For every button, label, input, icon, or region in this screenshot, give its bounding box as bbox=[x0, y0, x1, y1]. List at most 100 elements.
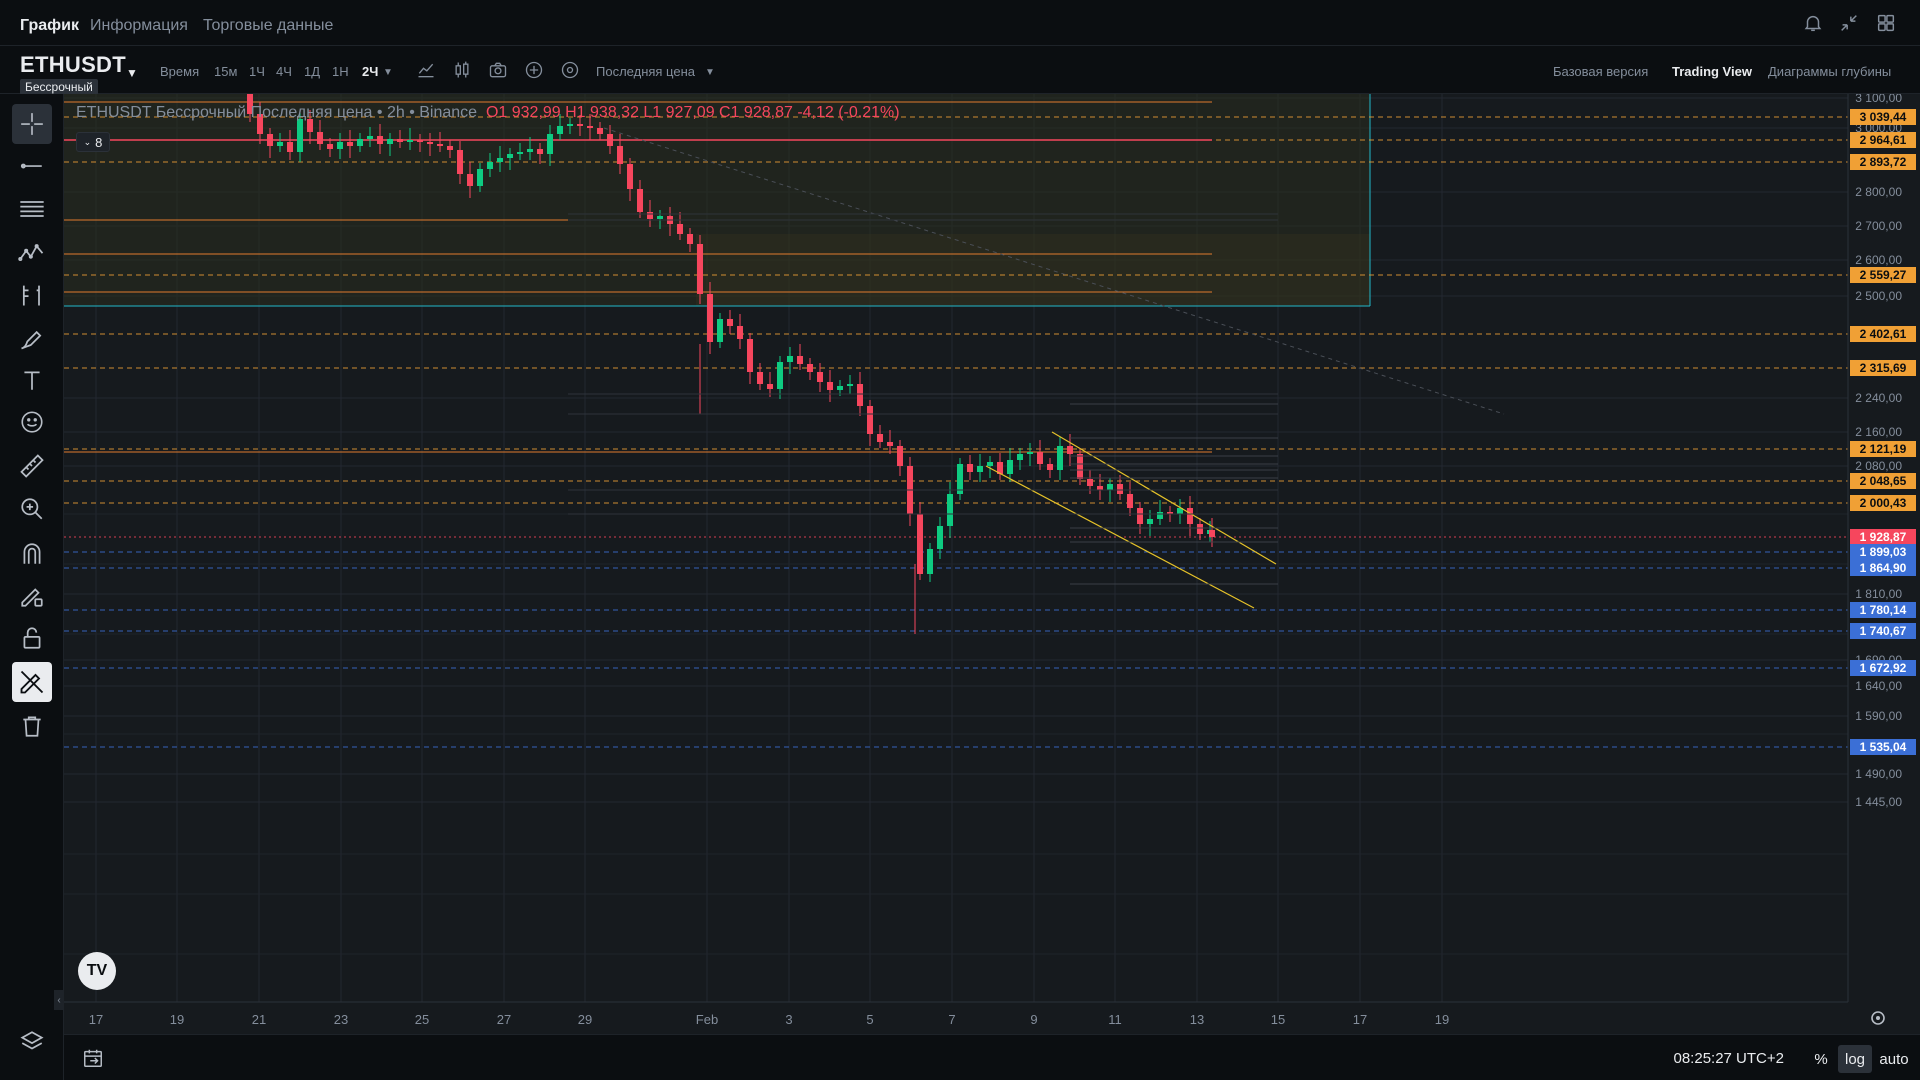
y-tick-label: 2 700,00 bbox=[1855, 219, 1902, 233]
price-label-box bbox=[1850, 660, 1916, 676]
trash-tool[interactable] bbox=[12, 706, 52, 746]
emoji-tool[interactable] bbox=[12, 402, 52, 442]
collapse-sidebar-icon[interactable]: ‹ bbox=[54, 990, 64, 1010]
perpetual-badge: Бессрочный bbox=[20, 79, 98, 95]
price-label-box bbox=[1850, 560, 1916, 576]
indicators-toggle[interactable]: ⌄ 8 bbox=[76, 132, 110, 152]
tf-1h[interactable]: 1Ч bbox=[249, 64, 265, 79]
chart-area[interactable]: 3 100,00 3 000,00 2 800,00 2 700,00 2 600,00… bbox=[64, 94, 1920, 1034]
y-tick-label: 2 160,00 bbox=[1855, 425, 1902, 439]
bell-icon[interactable] bbox=[1802, 12, 1824, 34]
chevron-down-icon[interactable]: ▼ bbox=[705, 67, 715, 78]
chevron-down-icon[interactable]: ▼ bbox=[126, 66, 138, 80]
candle-body bbox=[877, 434, 883, 442]
price-label-text: 2 402,61 bbox=[1860, 327, 1907, 341]
candle-body bbox=[657, 216, 663, 219]
candle-body bbox=[247, 94, 253, 114]
price-label: 1 535,04 bbox=[1850, 739, 1916, 755]
candle-body bbox=[597, 128, 603, 134]
price-label-box bbox=[1850, 441, 1916, 457]
bottom-bar: 08:25:27 UTC+2 % log auto bbox=[64, 1034, 1920, 1080]
settings-icon[interactable] bbox=[560, 60, 580, 80]
tab-chart[interactable]: График bbox=[20, 17, 79, 34]
tf-4h[interactable]: 4Ч bbox=[276, 64, 292, 79]
price-type-select[interactable]: Последняя цена bbox=[596, 64, 695, 79]
symbol-name[interactable]: ETHUSDT bbox=[20, 52, 126, 77]
collapse-icon[interactable] bbox=[1838, 12, 1860, 34]
camera-icon[interactable] bbox=[488, 60, 508, 80]
magnet-tool[interactable] bbox=[12, 534, 52, 574]
calendar-goto-icon[interactable] bbox=[82, 1047, 104, 1069]
text-icon bbox=[24, 371, 40, 390]
candle-body bbox=[617, 146, 623, 164]
x-tick-label: 17 bbox=[89, 1012, 103, 1027]
candle-body bbox=[717, 319, 723, 342]
chevron-down-icon: ⌄ bbox=[83, 136, 92, 147]
candle-body bbox=[407, 140, 413, 142]
candle-body bbox=[487, 162, 493, 169]
candle-body bbox=[767, 384, 773, 389]
tf-15m[interactable]: 15м bbox=[214, 64, 238, 79]
lock-drawings-tool[interactable] bbox=[12, 576, 52, 616]
y-tick-label: 2 600,00 bbox=[1855, 253, 1902, 267]
add-icon[interactable] bbox=[524, 60, 544, 80]
price-chart[interactable]: 3 100,003 000,002 800,002 700,002 600,00… bbox=[64, 94, 1920, 1034]
chevron-down-icon[interactable]: ▼ bbox=[383, 67, 393, 78]
candle-body bbox=[267, 134, 273, 146]
candle-body bbox=[987, 462, 993, 466]
projection-tool[interactable] bbox=[12, 275, 52, 315]
candle-body bbox=[1147, 519, 1153, 524]
candle-body bbox=[287, 142, 293, 152]
log-toggle[interactable]: log bbox=[1838, 1045, 1872, 1073]
indicators-icon[interactable] bbox=[452, 60, 472, 80]
ruler-tool[interactable] bbox=[12, 446, 52, 486]
crosshair-tool[interactable] bbox=[12, 104, 52, 144]
zoom-tool[interactable] bbox=[12, 489, 52, 529]
candle-body bbox=[397, 139, 403, 142]
candle-body bbox=[277, 142, 283, 146]
candle-body bbox=[647, 212, 653, 219]
tf-2h[interactable]: 2Ч bbox=[362, 64, 379, 79]
candle-body bbox=[1037, 452, 1043, 464]
chart-type-icon[interactable] bbox=[416, 60, 436, 80]
tab-info[interactable]: Информация bbox=[90, 17, 188, 34]
percent-toggle[interactable]: % bbox=[1814, 1050, 1828, 1068]
view-basic[interactable]: Базовая версия bbox=[1553, 64, 1649, 79]
price-label-text: 1 780,14 bbox=[1860, 603, 1907, 617]
price-label-text: 3 039,44 bbox=[1860, 110, 1907, 124]
price-label: 2 048,65 bbox=[1850, 473, 1916, 489]
candle-body bbox=[847, 384, 853, 386]
candle-body bbox=[447, 146, 453, 150]
layers-tool[interactable] bbox=[12, 1022, 52, 1062]
tab-trading-data[interactable]: Торговые данные bbox=[203, 17, 334, 34]
tradingview-logo[interactable]: TV bbox=[78, 952, 116, 990]
layout-grid-icon[interactable] bbox=[1875, 12, 1897, 34]
candle-body bbox=[867, 406, 873, 434]
tf-1w[interactable]: 1Н bbox=[332, 64, 349, 79]
x-tick-label: 25 bbox=[415, 1012, 429, 1027]
candle-body bbox=[797, 356, 803, 364]
lock-tool[interactable] bbox=[12, 618, 52, 658]
horizontal-lines-tool[interactable] bbox=[12, 189, 52, 229]
brush-tool[interactable] bbox=[12, 318, 52, 358]
brush-icon bbox=[21, 330, 42, 350]
price-label-text: 2 964,61 bbox=[1860, 133, 1907, 147]
y-tick-label: 3 100,00 bbox=[1855, 94, 1902, 105]
price-label-text: 1 672,92 bbox=[1860, 661, 1907, 675]
view-tradingview[interactable]: Trading View bbox=[1672, 64, 1752, 79]
tf-1d[interactable]: 1Д bbox=[304, 64, 321, 79]
hide-drawings-tool[interactable] bbox=[12, 662, 52, 702]
trend-line-tool[interactable] bbox=[12, 146, 52, 186]
utc-clock[interactable]: 08:25:27 UTC+2 bbox=[1673, 1050, 1785, 1067]
price-label-box bbox=[1850, 360, 1916, 376]
text-tool[interactable] bbox=[12, 360, 52, 400]
price-label-text: 1 928,87 bbox=[1860, 530, 1907, 544]
pattern-tool[interactable] bbox=[12, 232, 52, 272]
candle-body bbox=[757, 372, 763, 384]
auto-toggle[interactable]: auto bbox=[1879, 1050, 1909, 1068]
view-depth[interactable]: Диаграммы глубины bbox=[1768, 64, 1892, 79]
lock-drawings-icon bbox=[21, 588, 43, 607]
candle-body bbox=[1157, 512, 1163, 519]
legend-ohlc: O1 932,99 H1 938,32 L1 927,09 C1 928,87 … bbox=[485, 104, 900, 121]
candle-body bbox=[537, 149, 543, 154]
